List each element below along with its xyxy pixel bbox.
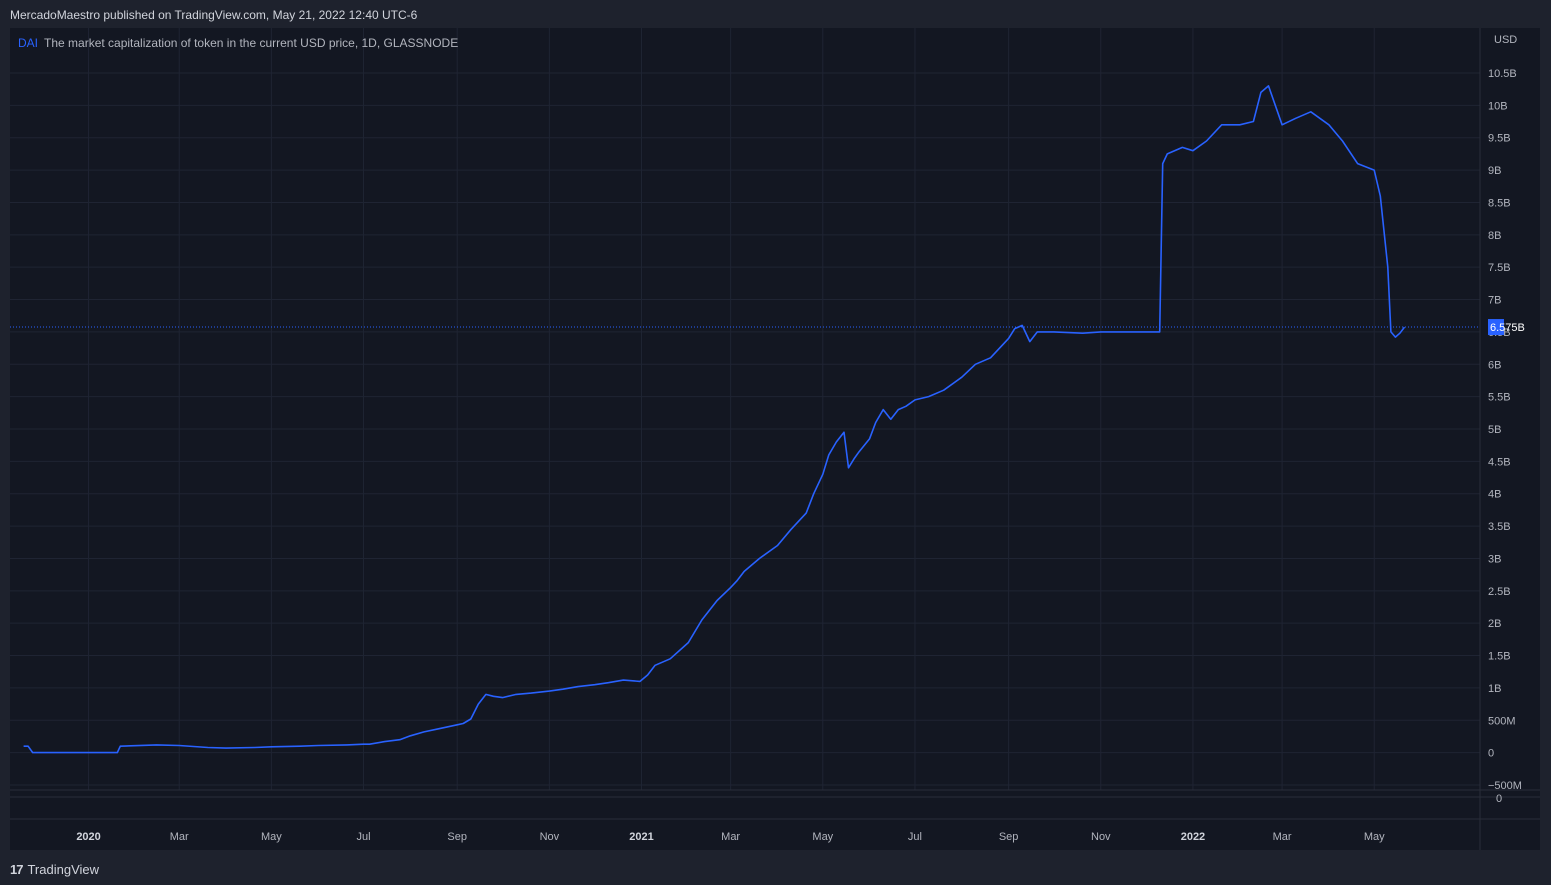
y-tick-label: 7.5B (1488, 262, 1511, 274)
y-tick-label: 8.5B (1488, 197, 1511, 209)
x-tick-label: 2022 (1181, 831, 1205, 843)
y-tick-label: 9.5B (1488, 133, 1511, 145)
x-tick-label: Sep (447, 831, 467, 843)
x-tick-label: Nov (540, 831, 560, 843)
x-tick-label: Nov (1091, 831, 1111, 843)
x-tick-label: Jul (356, 831, 370, 843)
last-value-label: 6.575B (1490, 322, 1525, 334)
legend-description: The market capitalization of token in th… (44, 36, 459, 50)
y-tick-label: 9B (1488, 165, 1501, 177)
x-tick-label: Mar (1273, 831, 1292, 843)
y-tick-label: 1.5B (1488, 651, 1511, 663)
y-tick-label: 3.5B (1488, 521, 1511, 533)
y-tick-label: 10.5B (1488, 68, 1517, 80)
y-tick-label: 1B (1488, 683, 1501, 695)
x-tick-label: Sep (999, 831, 1019, 843)
y-tick-label: 0 (1488, 748, 1494, 760)
secondary-pane-label: 0 (1496, 793, 1502, 805)
y-tick-label: −500M (1488, 780, 1522, 792)
y-tick-label: 5.5B (1488, 392, 1511, 404)
y-tick-label: 8B (1488, 230, 1501, 242)
y-tick-label: 2.5B (1488, 586, 1511, 598)
publish-line: MercadoMaestro published on TradingView.… (10, 8, 418, 22)
series-line-dai[interactable] (23, 85, 1406, 754)
last-value-badge (1488, 319, 1504, 336)
y-tick-label: 5B (1488, 424, 1501, 436)
y-unit-label: USD (1494, 34, 1517, 46)
footer: 17 TradingView (10, 862, 99, 877)
y-tick-label: 10B (1488, 100, 1508, 112)
y-tick-label: 3B (1488, 553, 1501, 565)
chart-svg[interactable]: 10.5B10B9.5B9B8.5B8B7.5B7B6.5B6B5.5B5B4.… (10, 28, 1540, 850)
y-tick-label: 7B (1488, 295, 1501, 307)
x-tick-label: May (812, 831, 833, 843)
y-tick-label: 2B (1488, 618, 1501, 630)
y-tick-label: 4.5B (1488, 456, 1511, 468)
y-tick-label: 6B (1488, 359, 1501, 371)
tradingview-logo-icon[interactable]: 17 (10, 862, 24, 877)
x-tick-label: 2021 (629, 831, 653, 843)
x-tick-label: 2020 (76, 831, 100, 843)
x-tick-label: May (1364, 831, 1385, 843)
x-tick-label: May (261, 831, 282, 843)
y-tick-label: 4B (1488, 489, 1501, 501)
x-tick-label: Mar (721, 831, 740, 843)
x-tick-label: Mar (170, 831, 189, 843)
y-tick-label: 500M (1488, 715, 1516, 727)
footer-brand[interactable]: TradingView (27, 862, 100, 877)
legend-symbol[interactable]: DAI (18, 36, 39, 50)
x-tick-label: Jul (908, 831, 922, 843)
chart-area[interactable]: 10.5B10B9.5B9B8.5B8B7.5B7B6.5B6B5.5B5B4.… (10, 28, 1540, 850)
chart-legend[interactable]: DAI The market capitalization of token in… (18, 36, 458, 50)
